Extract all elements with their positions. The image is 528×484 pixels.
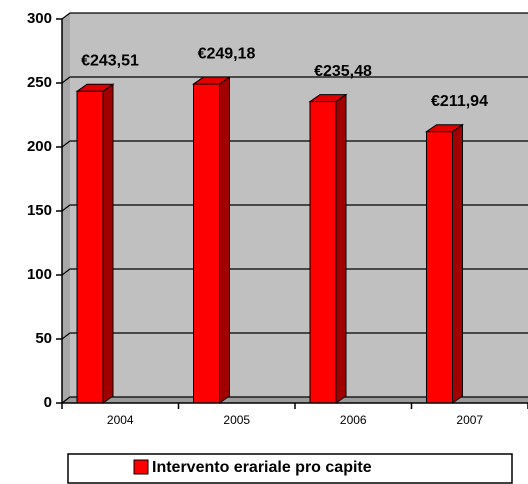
bar: [193, 83, 220, 404]
x-tick-label: 2004: [107, 413, 134, 427]
grid-line: [61, 12, 528, 20]
grid-line: [61, 332, 528, 340]
bars: [75, 76, 465, 404]
bar: [76, 90, 104, 404]
y-tick-label: 50: [35, 330, 52, 347]
grid: [61, 12, 528, 404]
value-label: €211,94: [431, 93, 488, 110]
bar-side: [452, 123, 463, 404]
y-tick-label: 100: [27, 266, 52, 283]
x-tick-label: 2005: [223, 413, 250, 427]
y-tick-label: 0: [44, 394, 52, 411]
value-label: €243,51: [81, 53, 139, 70]
grid-line: [61, 268, 528, 276]
legend-label: Intervento erariale pro capite: [152, 459, 372, 476]
y-tick-label: 150: [27, 202, 52, 219]
grid-line: [61, 76, 528, 84]
y-tick-label: 200: [27, 138, 52, 155]
grid-line: [61, 396, 528, 404]
bar-side: [335, 93, 347, 404]
floor: [62, 397, 528, 403]
grid-line: [61, 204, 528, 212]
x-tick-label: 2006: [340, 413, 367, 427]
bar-side: [219, 76, 230, 404]
value-label: €249,18: [198, 45, 256, 62]
bar: [309, 101, 337, 404]
bar: [426, 131, 453, 404]
bar-side: [102, 83, 114, 404]
value-label: €235,48: [314, 63, 372, 80]
legend-swatch: [133, 459, 149, 475]
grid-line: [61, 140, 528, 148]
x-tick-label: 2007: [456, 413, 483, 427]
y-tick-label: 300: [27, 10, 52, 27]
y-tick-label: 250: [27, 74, 52, 91]
